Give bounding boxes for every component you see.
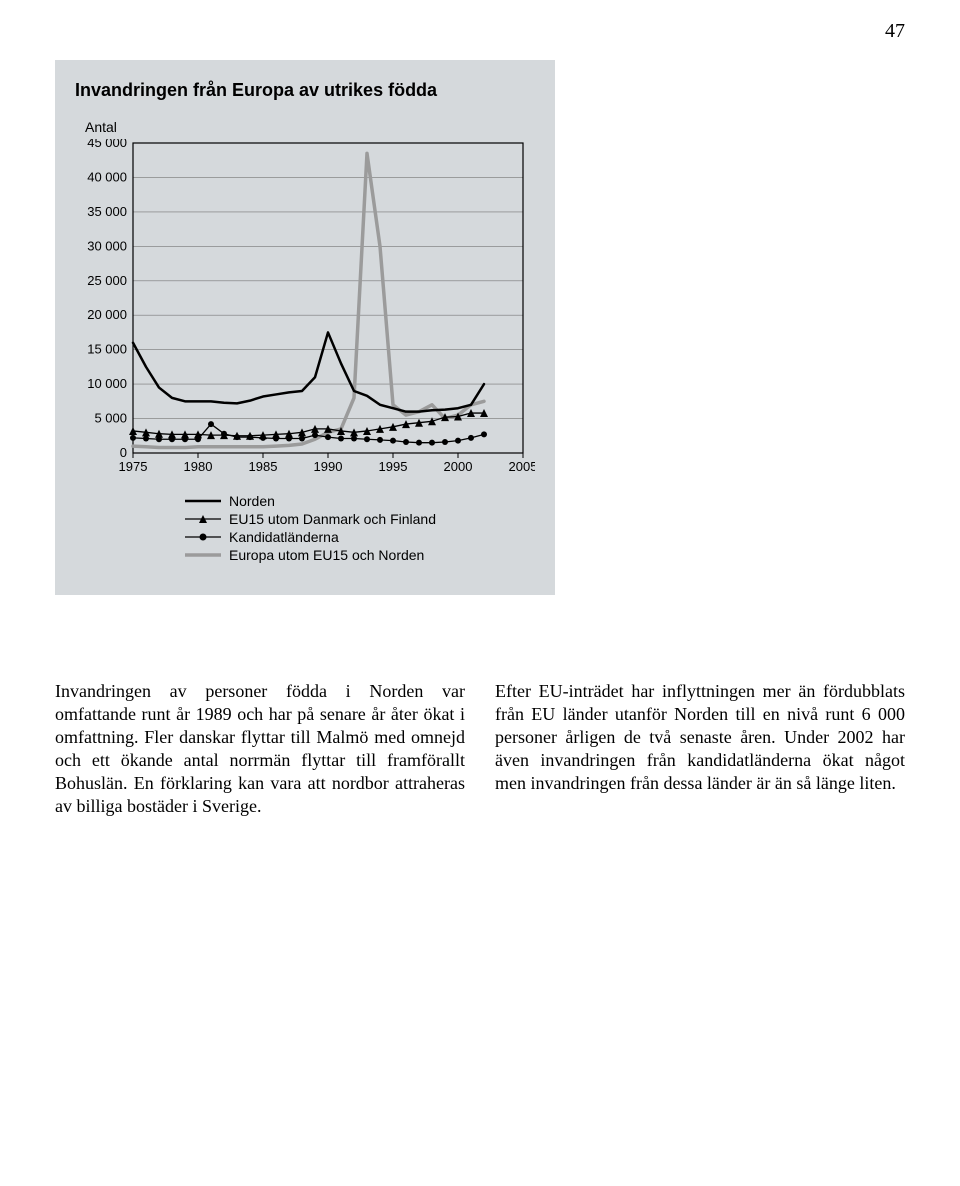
body-text: Invandringen av personer födda i Norden … — [55, 680, 905, 818]
svg-text:1980: 1980 — [184, 459, 213, 474]
legend-swatch-eu15 — [185, 512, 221, 526]
svg-text:20 000: 20 000 — [87, 307, 127, 322]
chart-legend: Norden EU15 utom Danmark och Finland Kan… — [185, 493, 535, 563]
chart-container: Invandringen från Europa av utrikes född… — [55, 60, 555, 595]
svg-text:15 000: 15 000 — [87, 342, 127, 357]
legend-swatch-europa — [185, 548, 221, 562]
text-column-right: Efter EU-inträdet har inflyttningen mer … — [495, 680, 905, 818]
svg-text:30 000: 30 000 — [87, 238, 127, 253]
chart-title: Invandringen från Europa av utrikes född… — [75, 80, 535, 101]
legend-label: Kandidatländerna — [229, 529, 339, 545]
svg-text:35 000: 35 000 — [87, 204, 127, 219]
svg-text:40 000: 40 000 — [87, 169, 127, 184]
svg-text:2000: 2000 — [444, 459, 473, 474]
svg-text:1985: 1985 — [249, 459, 278, 474]
line-chart: 0 5 000 10 000 15 000 20 000 25 000 30 000 35 0… — [75, 139, 535, 479]
y-axis-label: Antal — [85, 119, 535, 135]
svg-text:2005: 2005 — [509, 459, 535, 474]
svg-text:5 000: 5 000 — [94, 411, 127, 426]
svg-text:45 000: 45 000 — [87, 139, 127, 150]
legend-item-eu15: EU15 utom Danmark och Finland — [185, 511, 535, 527]
legend-swatch-norden — [185, 494, 221, 508]
legend-label: EU15 utom Danmark och Finland — [229, 511, 436, 527]
legend-swatch-kandidat — [185, 530, 221, 544]
svg-text:1975: 1975 — [119, 459, 148, 474]
svg-text:25 000: 25 000 — [87, 273, 127, 288]
svg-text:10 000: 10 000 — [87, 376, 127, 391]
legend-label: Europa utom EU15 och Norden — [229, 547, 424, 563]
legend-label: Norden — [229, 493, 275, 509]
svg-text:0: 0 — [120, 445, 127, 460]
legend-item-norden: Norden — [185, 493, 535, 509]
text-column-left: Invandringen av personer födda i Norden … — [55, 680, 465, 818]
page-number: 47 — [885, 20, 905, 43]
svg-text:1995: 1995 — [379, 459, 408, 474]
svg-text:1990: 1990 — [314, 459, 343, 474]
legend-item-kandidat: Kandidatländerna — [185, 529, 535, 545]
legend-item-europa: Europa utom EU15 och Norden — [185, 547, 535, 563]
